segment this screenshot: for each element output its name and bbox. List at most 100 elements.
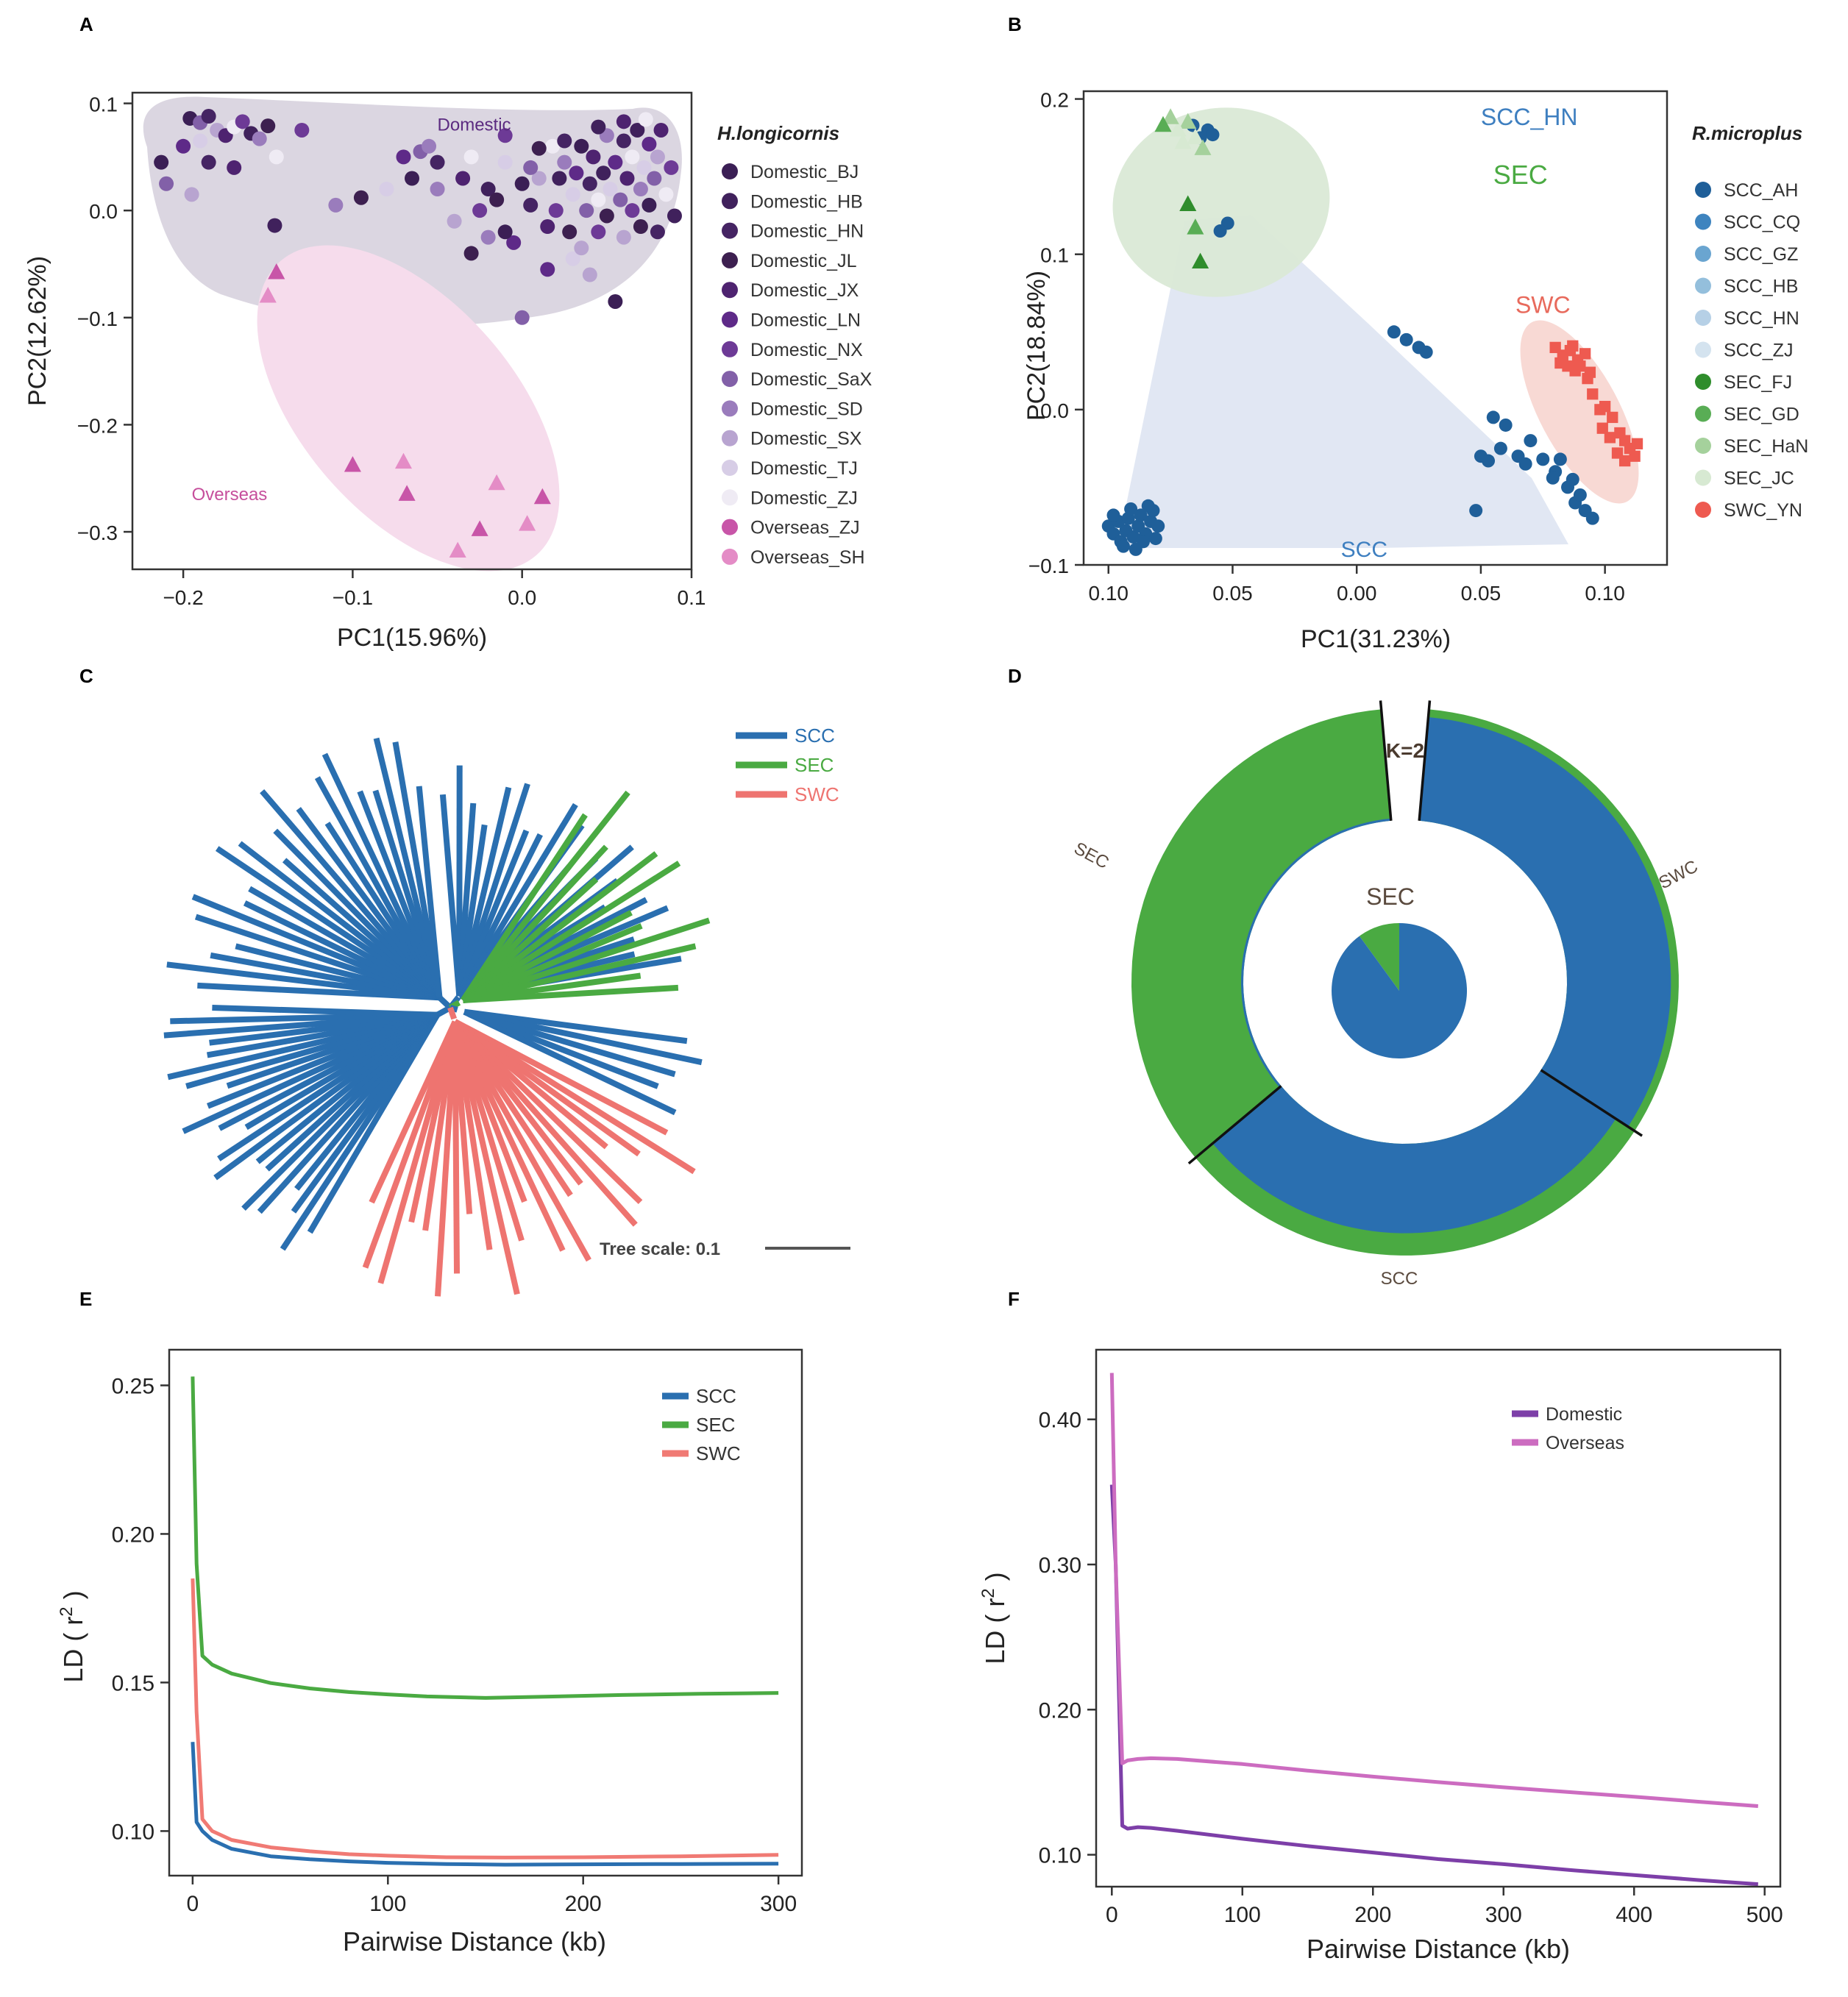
sec-point <box>1154 115 1172 132</box>
panel-a-pca: −0.2 −0.1 0.0 0.1 0.1 0.0 −0.1 −0.2 −0.3 Domesti… <box>24 91 873 652</box>
legend-label: Domestic_TJ <box>750 458 858 479</box>
tree-branch <box>452 1021 520 1295</box>
domestic-point <box>562 224 578 240</box>
domestic-point <box>497 154 513 170</box>
domestic-point <box>625 149 640 165</box>
tree-branch <box>461 851 658 1003</box>
legend-label: Domestic_BJ <box>750 162 859 182</box>
x-tick-label: 0 <box>187 1892 199 1916</box>
domestic-point <box>497 224 513 240</box>
domestic-point <box>630 122 645 138</box>
domestic-point <box>557 154 572 170</box>
domestic-point <box>613 192 628 207</box>
plot-frame-a <box>131 91 693 571</box>
legend-swatch <box>1695 341 1711 358</box>
legend-label: Domestic_HN <box>750 221 864 242</box>
domestic-point <box>642 136 657 152</box>
domestic-point <box>269 149 284 165</box>
tree-branch <box>463 984 679 1003</box>
domestic-point <box>548 203 564 218</box>
y-tick-label: −0.1 <box>1028 555 1069 577</box>
ld-line-domestic <box>1109 1484 1758 1887</box>
legend-swatch <box>1695 182 1711 198</box>
domestic-point <box>430 154 445 170</box>
legend-swatch <box>722 548 738 565</box>
panel-label-a: A <box>79 13 93 35</box>
domestic-point <box>647 171 662 186</box>
domestic-point <box>252 131 267 146</box>
legend-label: SCC_AH <box>1724 180 1798 201</box>
y-tick-label: 0.0 <box>1040 399 1069 422</box>
legend-label: SCC <box>696 1385 736 1407</box>
scc-point <box>1419 345 1433 359</box>
domestic-point <box>396 149 411 165</box>
domestic-point <box>154 154 169 170</box>
x-tick-label: 0.00 <box>1337 582 1377 605</box>
group-divider <box>1187 1085 1282 1165</box>
domestic-point <box>184 187 199 202</box>
plot-frame-e <box>168 1348 803 1877</box>
sector-label-scc: SCC <box>1381 1269 1418 1289</box>
y-tick-label: 0.1 <box>1040 244 1069 267</box>
domestic-point <box>531 171 547 186</box>
y-tick-label: 0.30 <box>1039 1553 1081 1578</box>
domestic-point <box>591 192 606 207</box>
tree-branch <box>461 790 630 1003</box>
y-tick-label: −0.3 <box>77 522 118 544</box>
legend-label: SEC_FJ <box>1724 372 1792 393</box>
scc-cluster-hull <box>1118 215 1568 548</box>
ld-line-overseas <box>1109 1373 1758 1808</box>
swc-cluster-hull <box>1520 320 1639 504</box>
legend-label: Domestic_JX <box>750 280 859 301</box>
legend-swatch <box>1695 310 1711 326</box>
domestic-point <box>523 160 539 175</box>
x-tick-label: 0.10 <box>1088 582 1129 605</box>
domestic-point <box>267 218 282 233</box>
x-tick-label: 300 <box>760 1892 797 1916</box>
domestic-point <box>497 128 513 143</box>
y-tick-label: 0.1 <box>89 93 118 116</box>
domestic-point <box>472 203 488 218</box>
domestic-point <box>463 149 479 165</box>
domestic-point <box>235 114 250 129</box>
sector-label-sec: SEC <box>1070 839 1112 873</box>
scc-point <box>1136 535 1150 549</box>
tree-branch <box>463 1009 677 1116</box>
tree-branch <box>392 741 443 998</box>
scc-point <box>1536 452 1550 466</box>
legend-label: Overseas_ZJ <box>750 518 860 538</box>
tree-branch <box>463 1008 703 1066</box>
domestic-point <box>667 208 682 224</box>
domestic-point <box>201 109 216 124</box>
tree-branch <box>373 737 443 999</box>
scc-point <box>1486 410 1500 424</box>
sec-point <box>1179 195 1197 211</box>
overseas-cluster-hull <box>257 245 560 572</box>
domestic-point <box>193 133 208 149</box>
legend-label: Domestic_SD <box>750 399 863 419</box>
domestic-point <box>579 203 594 218</box>
legend-label: Domestic <box>1546 1404 1622 1425</box>
legend-swatch <box>722 222 738 239</box>
legend-label: SCC_HB <box>1724 277 1798 297</box>
tree-branch <box>452 1020 566 1252</box>
scc-point <box>1553 452 1567 466</box>
tree-branch <box>377 1020 458 1284</box>
y-axis-title-a: PC2(12.62%) <box>24 256 51 406</box>
y-tick-label: 0.40 <box>1039 1409 1081 1433</box>
x-tick-label: 0.05 <box>1461 582 1502 605</box>
ancestry-blue-scc <box>1212 1069 1616 1234</box>
domestic-cluster-label: Domestic <box>438 115 511 135</box>
tree-branch <box>453 1019 669 1136</box>
center-pie-slice-scc <box>1332 923 1468 1058</box>
legend-swatch <box>1695 277 1711 294</box>
tree-branch <box>452 1019 643 1205</box>
tree-branch <box>215 846 441 1000</box>
domestic-point <box>545 138 561 154</box>
sec-point <box>1169 121 1187 137</box>
tree-branch <box>416 786 443 998</box>
overseas-cluster-label: Overseas <box>192 485 268 505</box>
tree-branch <box>369 1020 458 1204</box>
legend-label: Domestic_HB <box>750 191 863 212</box>
